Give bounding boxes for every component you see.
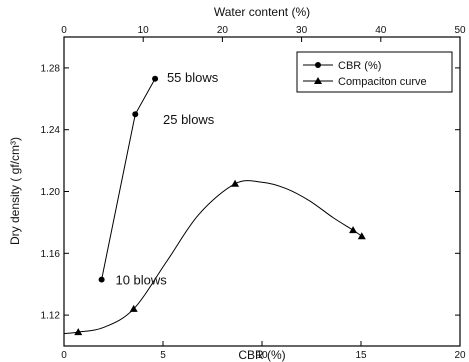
top-tick-label: 50 xyxy=(454,25,466,36)
blows-annotation: 25 blows xyxy=(163,112,215,127)
blows-annotation: 10 blows xyxy=(115,273,167,288)
legend-label-compaction: Compaciton curve xyxy=(338,76,427,88)
top-axis-title: Water content (%) xyxy=(214,5,310,19)
bottom-tick-label: 5 xyxy=(160,350,166,361)
series-line-0 xyxy=(101,78,156,280)
top-tick-label: 30 xyxy=(296,25,308,36)
top-axis-ticks: 0 10 20 30 40 50 xyxy=(61,25,466,42)
left-tick-label: 1.24 xyxy=(41,125,61,136)
bottom-tick-label: 0 xyxy=(61,350,67,361)
legend-marker-cbr xyxy=(315,62,321,68)
blows-annotation: 55 blows xyxy=(167,70,219,85)
bottom-tick-label: 10 xyxy=(256,350,268,361)
left-axis-ticks: 1.12 1.16 1.20 1.24 1.28 xyxy=(41,63,460,322)
top-tick-label: 20 xyxy=(217,25,229,36)
data-point-compaction xyxy=(349,226,358,234)
legend-marker-compaction xyxy=(314,77,322,84)
data-point-cbr xyxy=(132,111,139,118)
data-point-compaction xyxy=(231,179,240,187)
data-point-cbr xyxy=(98,276,105,283)
top-tick-label: 40 xyxy=(375,25,387,36)
series-line-1 xyxy=(63,180,363,335)
legend-label-cbr: CBR (%) xyxy=(338,60,381,72)
legend: CBR (%) Compaciton curve xyxy=(296,51,453,93)
data-point-compaction xyxy=(74,328,83,336)
top-tick-label: 0 xyxy=(61,25,67,36)
bottom-axis-ticks: 0 5 10 15 20 xyxy=(61,341,466,361)
left-tick-label: 1.16 xyxy=(41,249,61,260)
top-tick-label: 10 xyxy=(138,25,150,36)
bottom-tick-label: 20 xyxy=(454,350,466,361)
data-point-compaction xyxy=(129,304,138,312)
left-axis-title: Dry density ( gf/cm³) xyxy=(8,137,22,245)
left-tick-label: 1.28 xyxy=(41,63,61,74)
annotation-layer: 55 blows 25 blows 10 blows xyxy=(115,70,218,287)
bottom-axis-title: CBR (%) xyxy=(238,348,285,362)
left-tick-label: 1.12 xyxy=(41,311,61,322)
bottom-tick-label: 15 xyxy=(355,350,367,361)
left-tick-label: 1.20 xyxy=(41,187,61,198)
series-layer xyxy=(63,75,366,336)
data-point-cbr xyxy=(152,75,159,82)
data-point-compaction xyxy=(357,232,366,240)
legend-box xyxy=(296,51,453,93)
